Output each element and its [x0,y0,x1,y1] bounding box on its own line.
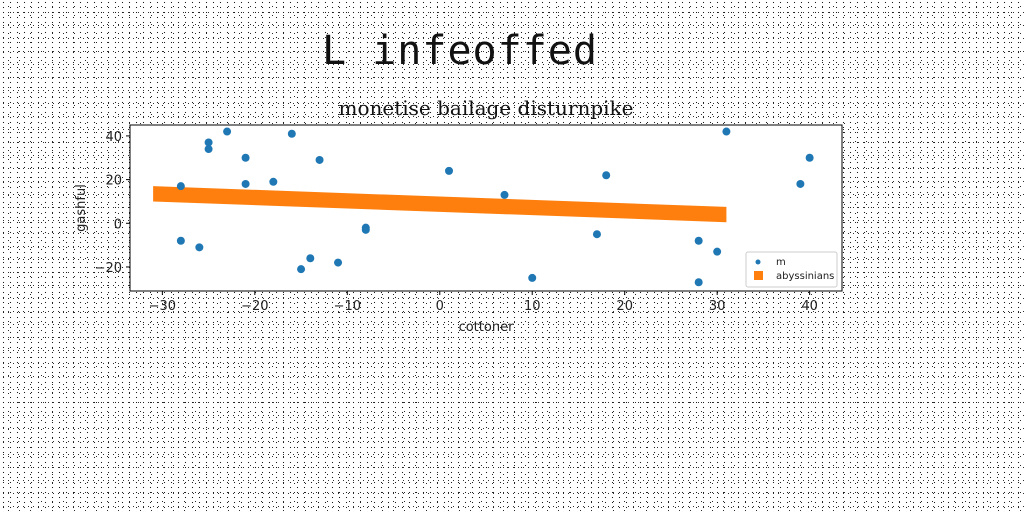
legend-label-abyssinians: abyssinians [776,271,834,282]
y-tick-label: 0 [114,217,122,232]
chart-title: monetise bailage disturnpike [338,96,634,120]
legend-label-m: m [776,257,786,268]
x-axis-label: cottoner [459,320,514,335]
scatter-point [204,138,213,147]
scatter-point [528,273,537,282]
legend: m abyssinians [745,251,838,288]
x-tick-label: −30 [149,299,176,314]
x-tick-label: −20 [241,299,268,314]
scatter-point [241,153,250,162]
y-axis-label: gashful [74,184,89,232]
scatter-point [805,153,814,162]
scatter-point [500,190,509,199]
scatter-point [176,182,185,191]
scatter-point [176,236,185,245]
scatter-point [361,225,370,234]
scatter-point [315,155,324,164]
x-tick-label: 30 [709,299,726,314]
legend-box [745,251,838,288]
scatter-point [334,258,343,267]
scatter-point [694,236,703,245]
scatter-point [694,278,703,287]
series-band-abyssinians [153,186,727,223]
scatter-point [204,145,213,154]
scatter-point [297,265,306,274]
y-tick-label: 40 [105,130,122,145]
y-tick-label: 20 [105,174,122,189]
scatter-point [223,127,232,136]
scatter-point [602,171,611,180]
scatter-point [713,247,722,256]
x-tick-label: −10 [334,299,361,314]
scatter-point [287,129,296,138]
scatter-point [722,127,731,136]
x-tick-label: 0 [436,299,444,314]
x-tick-label: 40 [801,299,818,314]
page-title: L infeoffed [322,28,598,74]
y-tick-label: −20 [95,261,122,276]
scatter-point [796,179,805,188]
scatter-point [195,243,204,252]
scatter-point [269,177,278,186]
scatter-point [445,166,454,175]
x-tick-label: 10 [524,299,541,314]
legend-marker-m [755,259,761,265]
x-tick-label: 20 [616,299,633,314]
plot-frame [129,124,843,292]
scatter-point [306,254,315,263]
legend-marker-abyssinians [754,271,763,280]
scatter-point [592,230,601,239]
scatter-point [241,179,250,188]
